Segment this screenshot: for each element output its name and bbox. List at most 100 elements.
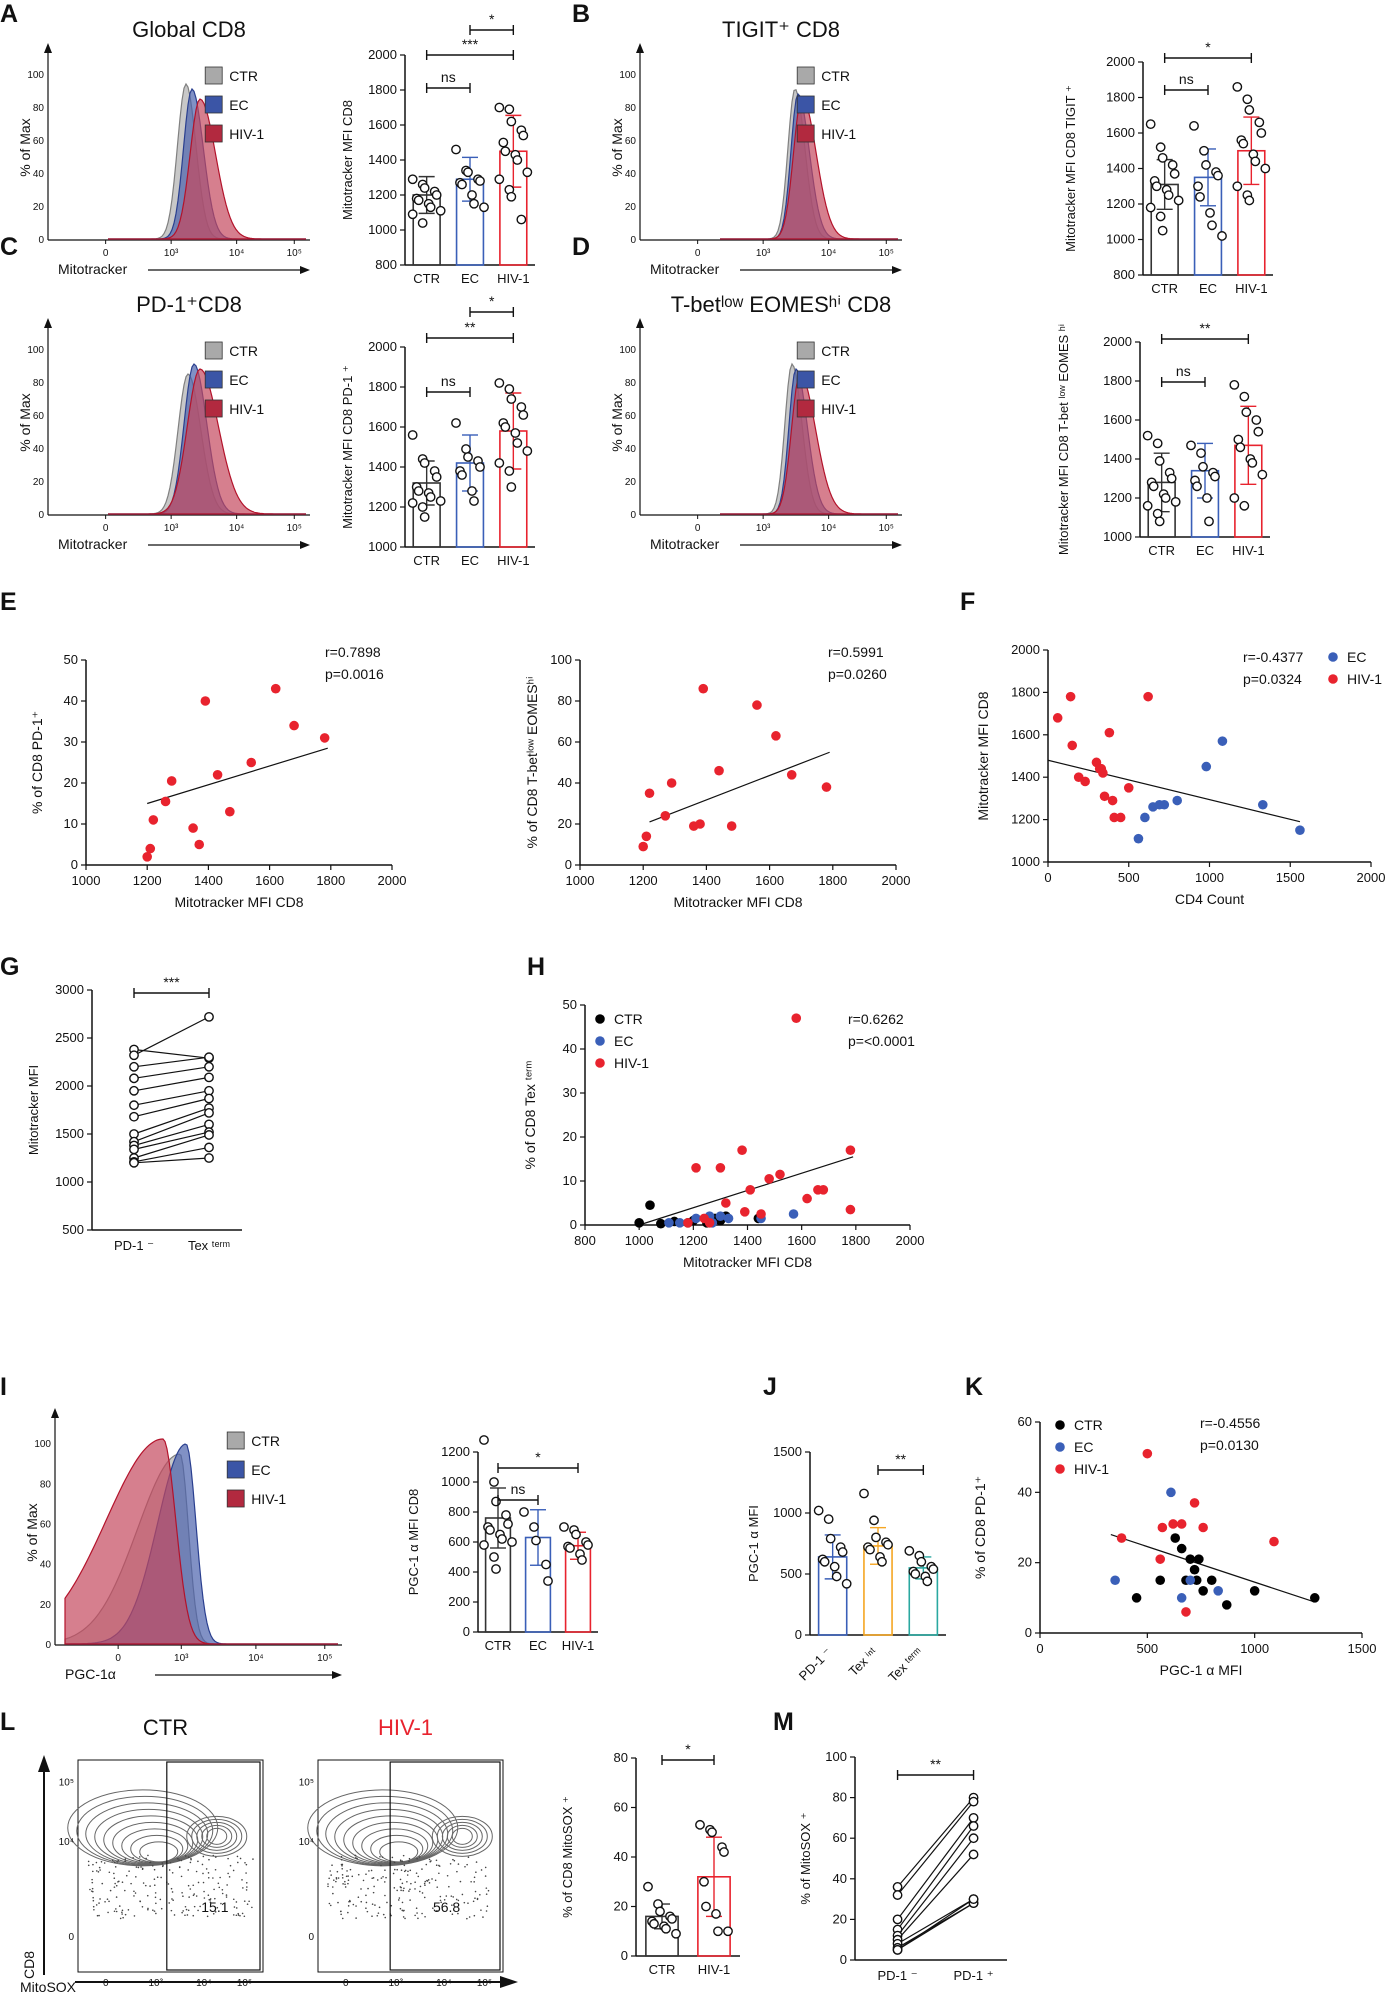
G-pair-line <box>133 1146 210 1163</box>
H-point-hiv-1 <box>691 1163 701 1173</box>
flow-hiv-dot <box>414 1888 416 1890</box>
flow-hiv-dot <box>448 1885 450 1888</box>
flow-hiv-dot <box>347 1882 349 1885</box>
D-bar-point <box>1202 493 1212 503</box>
flow-hiv-contour <box>379 1841 419 1863</box>
flow-ctr-dot <box>153 1884 156 1887</box>
flow-hiv-xtick: 10⁵ <box>477 1978 492 1989</box>
flow-hiv-contour <box>307 1789 459 1867</box>
F-xlabel: CD4 Count <box>1175 891 1244 907</box>
flow-hiv-dot <box>392 1872 395 1875</box>
flow-ctr-dot <box>189 1888 192 1890</box>
hist-C-xtick: 0 <box>103 523 109 534</box>
L-bar-point <box>723 1926 733 1937</box>
flow-hiv-dot <box>453 1859 456 1862</box>
L-bar-point <box>649 1918 659 1929</box>
L-bar-point <box>667 1913 677 1924</box>
hist-D-ytick: 0 <box>630 510 636 521</box>
flow-hiv-contour <box>370 1834 424 1863</box>
G-point-left <box>129 1111 139 1122</box>
K-xtick: 1500 <box>1348 1641 1377 1656</box>
flow-hiv-gate <box>389 1761 501 1971</box>
I-bar-ylabel: PGC-1 α MFI CD8 <box>406 1489 421 1595</box>
flow-ctr-dot <box>116 1860 118 1863</box>
A-bar-point <box>413 195 424 206</box>
I-bar-point <box>479 1435 489 1445</box>
H-point-hiv-1 <box>845 1145 856 1155</box>
E1-ylabel: % of CD8 PD-1⁺ <box>29 711 45 814</box>
G-pair-line <box>133 1016 210 1056</box>
flow-hiv-dot <box>370 1869 373 1872</box>
hist-B-xlabel: Mitotracker <box>650 261 720 277</box>
flow-ctr-dot <box>154 1892 157 1894</box>
A-bar-point <box>435 205 446 216</box>
M-ytick: 100 <box>825 1749 847 1764</box>
C-bar-point <box>510 428 521 438</box>
F-ytick: 1200 <box>1011 812 1040 827</box>
C-bar-point <box>413 486 424 496</box>
flow-hiv-dot <box>421 1892 424 1894</box>
flow-hiv-dot <box>421 1868 423 1870</box>
flow-hiv-dot <box>357 1873 360 1876</box>
flow-hiv-dot <box>421 1912 423 1915</box>
G-pair-line <box>133 1097 210 1118</box>
flow-ctr-dot <box>92 1899 95 1902</box>
flow-hiv-dot <box>327 1883 329 1885</box>
D-bar-sig-label: ns <box>1176 363 1191 379</box>
D-bar-point <box>1152 438 1163 449</box>
flow-hiv-dot <box>330 1874 332 1876</box>
flow-ctr-dot <box>181 1892 183 1894</box>
flow-ctr-dot <box>155 1912 157 1915</box>
L-bar-point <box>643 1881 653 1892</box>
flow-ctr-dot <box>133 1890 135 1893</box>
F-point-hiv-1 <box>1115 812 1126 823</box>
flow-hiv-dot <box>367 1887 369 1890</box>
flow-ctr-dot <box>99 1869 101 1871</box>
flow-ctr-dot <box>113 1861 116 1864</box>
hist-B-ytick: 80 <box>625 103 637 114</box>
H-legend-ec: EC <box>614 1033 633 1049</box>
flow-ctr-dot <box>239 1857 242 1860</box>
F-point-ec <box>1159 799 1170 810</box>
G-pair-line <box>133 1048 210 1059</box>
I-bar-point <box>571 1529 581 1540</box>
flow-ctr-dot <box>122 1916 124 1919</box>
K-fit-line <box>1110 1533 1313 1602</box>
flow-ctr-contour <box>196 1821 238 1851</box>
B-bar-point <box>1173 195 1184 206</box>
flow-hiv-dot <box>463 1901 466 1904</box>
flow-ctr-dot <box>195 1895 198 1897</box>
flow-hiv-dot <box>404 1917 406 1920</box>
B-bar-point <box>1163 190 1174 201</box>
flow-hiv-dot <box>399 1907 402 1910</box>
flow-hiv-xtick: 10³ <box>388 1978 403 1989</box>
flow-ctr-dot <box>217 1882 220 1885</box>
hist-B-legend-ec: EC <box>821 97 840 113</box>
flow-hiv-dot <box>331 1886 334 1888</box>
flow-ctr-dot <box>98 1914 100 1917</box>
H-point-ec <box>723 1213 734 1224</box>
B-bar-xtick: CTR <box>1151 281 1178 296</box>
H-ytick: 40 <box>563 1041 577 1056</box>
G-point-right <box>204 1061 214 1072</box>
hist-C-xarrow-head <box>300 541 310 549</box>
I-bar-xtick: HIV-1 <box>562 1638 595 1653</box>
G-pair-line <box>133 1066 210 1079</box>
flow-hiv-dot <box>475 1871 477 1874</box>
flow-hiv-dot <box>373 1885 375 1888</box>
hist-C-legend-hiv-1: HIV-1 <box>229 401 264 417</box>
flow-ctr-dot <box>225 1894 228 1896</box>
C-bar-point <box>451 418 461 428</box>
flow-hiv-dot <box>485 1910 488 1912</box>
flow-hiv-dot <box>464 1865 466 1868</box>
flow-ctr-contour <box>94 1808 204 1865</box>
flow-hiv-dot <box>327 1885 329 1888</box>
flow-ctr-dot <box>195 1870 198 1873</box>
E2-point <box>695 819 705 829</box>
hist-C-ytick: 100 <box>27 345 44 356</box>
D-bar-ytick: 1200 <box>1103 490 1132 505</box>
flow-ctr-dot <box>219 1876 221 1879</box>
D-bar-point <box>1152 508 1163 519</box>
A-bar-point <box>407 174 418 185</box>
flow-hiv-dot <box>403 1870 406 1873</box>
